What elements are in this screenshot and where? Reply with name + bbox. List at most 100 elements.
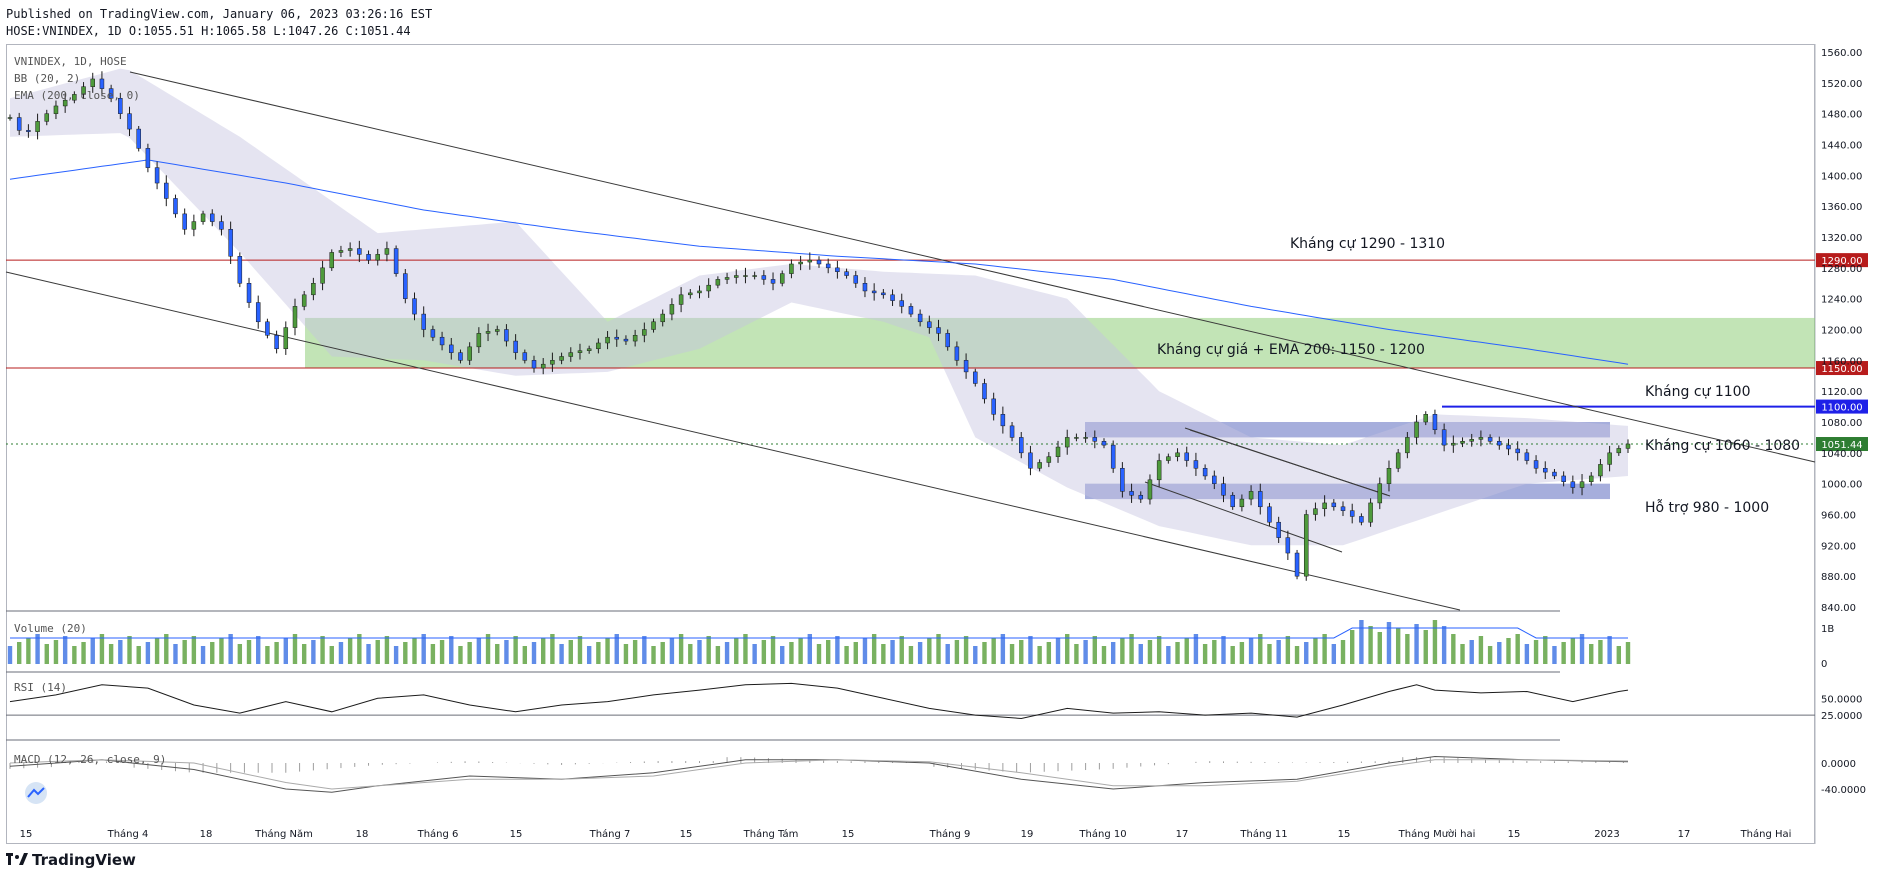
volume-bar [329,646,334,664]
candle-body [871,290,877,294]
candle-body [210,213,215,222]
volume-bar [504,640,509,664]
candle-body [311,283,316,296]
level-badge-text: 1150.00 [1821,364,1862,375]
candle-body [1607,452,1612,465]
candle-body [1579,481,1585,488]
volume-bar [467,642,472,664]
candle-body [715,279,721,286]
candle-body [789,263,794,274]
rsi-tick-label: 50.0000 [1821,694,1862,705]
candle-body [1349,510,1355,517]
volume-bar [62,636,68,664]
volume-bar [1478,636,1484,664]
time-tick-label: 15 [1338,829,1351,840]
candle-body [1267,506,1272,523]
candle-body [724,277,730,280]
volume-bar [1524,644,1530,664]
volume-bar [945,644,950,664]
volume-bar [1267,644,1272,664]
candle-body [366,254,371,261]
annotation-4: Hỗ trợ 980 - 1000 [1645,499,1769,516]
trend-line [129,71,1816,463]
time-tick-label: 18 [356,829,369,840]
volume-bar [265,646,270,664]
candle-body [26,130,31,132]
level-badge-text: 1051.44 [1821,440,1862,451]
candle-body [1469,439,1474,442]
volume-tick-label: 0 [1821,659,1827,670]
volume-bar [1368,626,1373,664]
volume-bar [228,634,233,664]
ohlc-line: HOSE:VNINDEX, 1D O:1055.51 H:1065.58 L:1… [6,24,411,38]
volume-bar [678,634,684,664]
candle-body [743,275,748,277]
volume-bar [522,646,528,664]
volume-bar [1589,644,1594,664]
candle-body [430,329,436,338]
candle-body [678,294,684,305]
volume-bar [1175,642,1180,664]
zone-1 [1085,422,1610,438]
candle-body [1533,460,1539,469]
candle-body [449,344,454,353]
candle-body [688,292,693,296]
volume-bar [1377,632,1382,664]
volume-bar [1285,636,1291,664]
candle-body [982,383,987,400]
trend-line [5,271,1461,611]
candle-body [770,279,776,284]
candle-body [357,248,362,255]
candle-body [200,213,206,222]
candle-body [614,336,619,340]
volume-bar [200,646,206,664]
candle-body [1543,468,1548,473]
candle-body [899,300,904,307]
candle-body [1570,481,1576,488]
volume-bar [770,636,776,664]
volume-bar [1386,622,1392,664]
volume-bar [476,638,482,664]
legend-symbol: VNINDEX, 1D, HOSE [14,55,127,68]
volume-bar [1202,644,1208,664]
legend-bb: BB (20, 2) [14,72,81,85]
candle-body [1414,421,1419,438]
candle-body [219,221,224,230]
candle-body [1322,502,1327,509]
candle-body [945,333,950,348]
volume-bar [449,636,454,664]
candle-body [1230,494,1235,508]
volume-bar [292,634,298,664]
candle-body [1083,437,1088,439]
candle-body [1487,437,1493,442]
indicator-logo-glyph [27,787,45,798]
volume-bar [485,634,491,664]
volume-bar [108,644,114,664]
time-tick-label: 18 [200,829,213,840]
volume-bar [844,646,849,664]
volume-bar [1120,638,1125,664]
candle-body [1386,468,1392,484]
candle-body [954,346,960,361]
volume-bar [1019,640,1024,664]
candle-body [145,148,151,168]
candle-body [1212,475,1217,484]
volume-bar [1009,644,1015,664]
candle-body [458,352,463,361]
price-tick-label: 1360.00 [1821,202,1862,213]
candle-body [973,371,978,384]
volume-bar [72,646,77,664]
candle-body [1276,521,1281,538]
time-tick-label: 15 [510,829,523,840]
volume-bar [99,634,105,664]
price-tick-label: 1320.00 [1821,233,1862,244]
candle-body [421,313,426,330]
level-badge-1051.44 [1816,437,1868,452]
volume-bar [154,638,160,664]
volume-bar [118,640,123,664]
candle-body [1303,514,1309,577]
volume-bar [1230,646,1235,664]
volume-bar [871,634,877,664]
annotation-2: Kháng cự 1100 [1645,384,1751,400]
